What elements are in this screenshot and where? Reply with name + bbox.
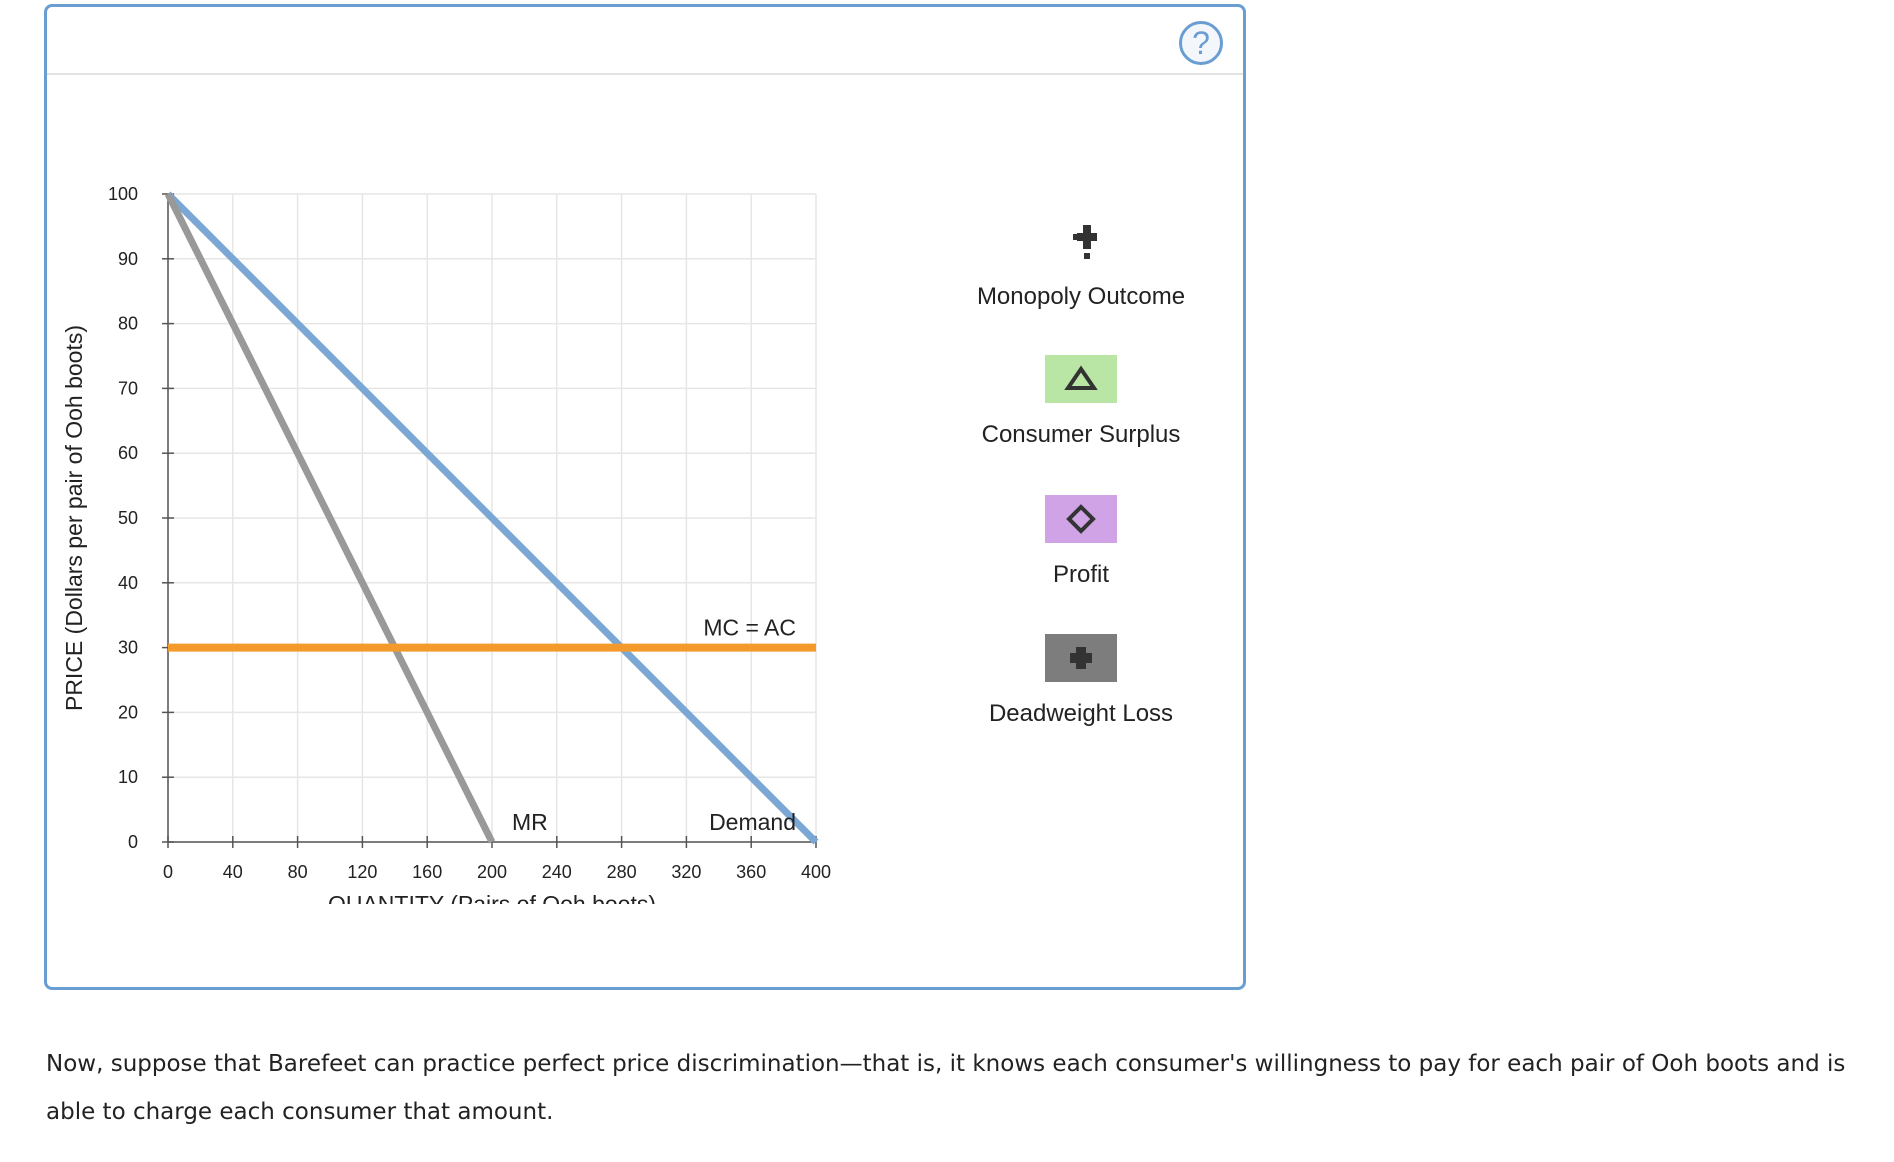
y-tick-label: 40 — [118, 573, 138, 593]
legend-deadweight-loss[interactable]: Deadweight Loss — [931, 634, 1231, 728]
demand-curve — [165, 191, 819, 845]
y-tick-label: 10 — [118, 767, 138, 787]
x-tick-label: 320 — [671, 862, 701, 882]
x-tick-label: 200 — [477, 862, 507, 882]
y-axis-title: PRICE (Dollars per pair of Ooh boots) — [61, 325, 87, 711]
x-tick-label: 120 — [347, 862, 377, 882]
y-tick-label: 30 — [118, 638, 138, 658]
x-tick-label: 240 — [542, 862, 572, 882]
mr-curve-label: MR — [512, 809, 548, 835]
legend-label: Deadweight Loss — [988, 700, 1174, 727]
panel-header: ? — [47, 7, 1243, 75]
y-tick-label: 20 — [118, 702, 138, 722]
x-tick-label: 0 — [163, 862, 173, 882]
y-tick-label: 50 — [118, 508, 138, 528]
y-tick-label: 90 — [118, 249, 138, 269]
instruction-text: Now, suppose that Barefeet can practice … — [46, 1051, 1846, 1125]
y-tick-label: 70 — [118, 378, 138, 398]
chart-series — [164, 191, 819, 845]
legend-label: Consumer Surplus — [981, 421, 1181, 448]
x-tick-label: 360 — [736, 862, 766, 882]
plus-icon[interactable] — [1045, 217, 1117, 265]
help-button[interactable]: ? — [1179, 21, 1223, 65]
chart-labels: 0 40 80 120 160 200 240 280 320 360 400 0 10 20 30 40 50… — [61, 184, 831, 904]
cross-icon[interactable] — [1045, 634, 1117, 682]
legend-label: Monopoly Outcome — [976, 283, 1186, 310]
diamond-icon[interactable] — [1045, 495, 1117, 543]
x-tick-label: 80 — [288, 862, 308, 882]
mr-curve — [164, 192, 496, 844]
chart: 0 40 80 120 160 200 240 280 320 360 400 0 10 20 30 40 50… — [61, 184, 831, 904]
y-tick-label: 80 — [118, 314, 138, 334]
y-tick-label: 100 — [108, 184, 138, 204]
x-tick-label: 40 — [223, 862, 243, 882]
legend-consumer-surplus[interactable]: Consumer Surplus — [931, 355, 1231, 449]
legend-label: Profit — [1052, 561, 1109, 588]
legend-profit[interactable]: Profit — [931, 495, 1231, 589]
graph-panel: ? Monopoly Outcome Consumer Surplus Pr — [44, 4, 1246, 990]
demand-curve-label: Demand — [709, 809, 796, 835]
chart-axes — [162, 193, 817, 848]
x-tick-label: 160 — [412, 862, 442, 882]
x-tick-label: 280 — [607, 862, 637, 882]
y-tick-label: 0 — [128, 832, 138, 852]
triangle-icon[interactable] — [1045, 355, 1117, 403]
legend-monopoly-outcome[interactable]: Monopoly Outcome — [931, 217, 1231, 311]
y-tick-label: 60 — [118, 443, 138, 463]
x-axis-title: QUANTITY (Pairs of Ooh boots) — [328, 891, 656, 904]
x-tick-label: 400 — [801, 862, 831, 882]
mc-ac-curve-label: MC = AC — [703, 615, 796, 641]
